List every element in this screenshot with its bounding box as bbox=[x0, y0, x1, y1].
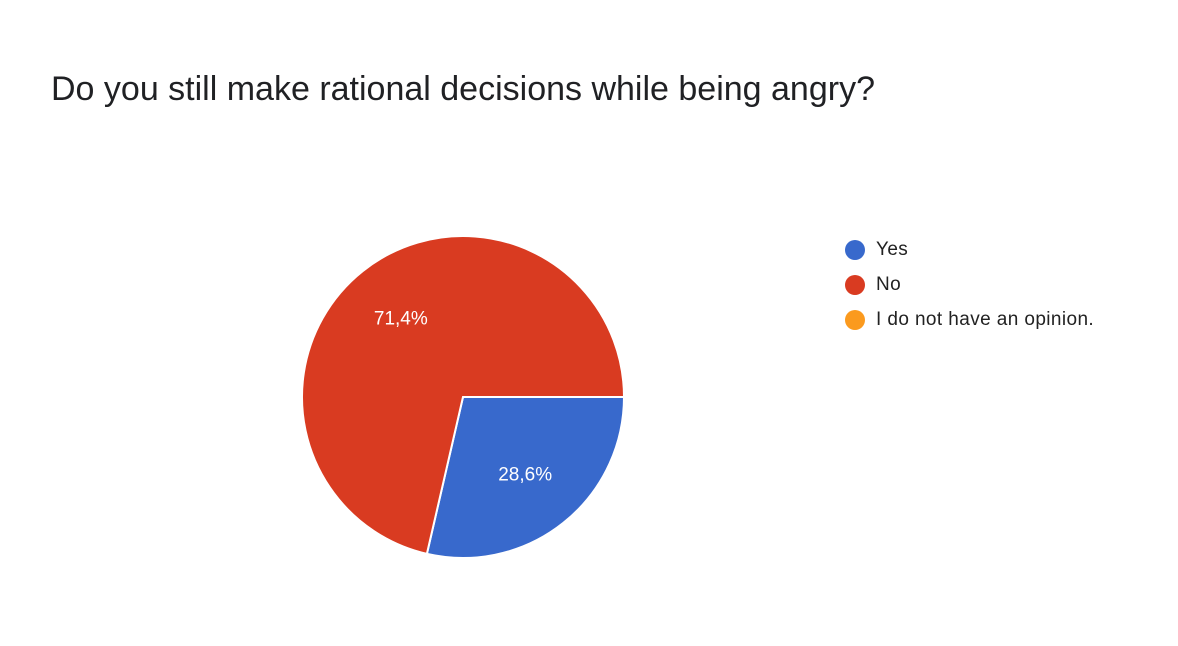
chart-title: Do you still make rational decisions whi… bbox=[51, 70, 875, 108]
legend-item-no-opinion[interactable]: I do not have an opinion. bbox=[845, 302, 1094, 337]
pie-slice-no[interactable] bbox=[301, 235, 626, 556]
legend-swatch-no-opinion bbox=[845, 309, 865, 330]
pie-slice-yes[interactable] bbox=[425, 396, 626, 559]
legend-item-no[interactable]: No bbox=[845, 267, 1094, 302]
legend-swatch-no bbox=[845, 274, 865, 295]
slice-label-yes: 28,6% bbox=[498, 465, 552, 486]
legend-label-no-opinion: I do not have an opinion. bbox=[876, 308, 1095, 330]
legend-swatch-yes bbox=[845, 239, 865, 260]
legend: Yes No I do not have an opinion. bbox=[845, 232, 1094, 337]
legend-label-yes: Yes bbox=[876, 238, 909, 260]
legend-item-yes[interactable]: Yes bbox=[845, 232, 1094, 267]
slice-label-no: 71,4% bbox=[374, 308, 428, 329]
legend-label-no: No bbox=[876, 273, 902, 295]
